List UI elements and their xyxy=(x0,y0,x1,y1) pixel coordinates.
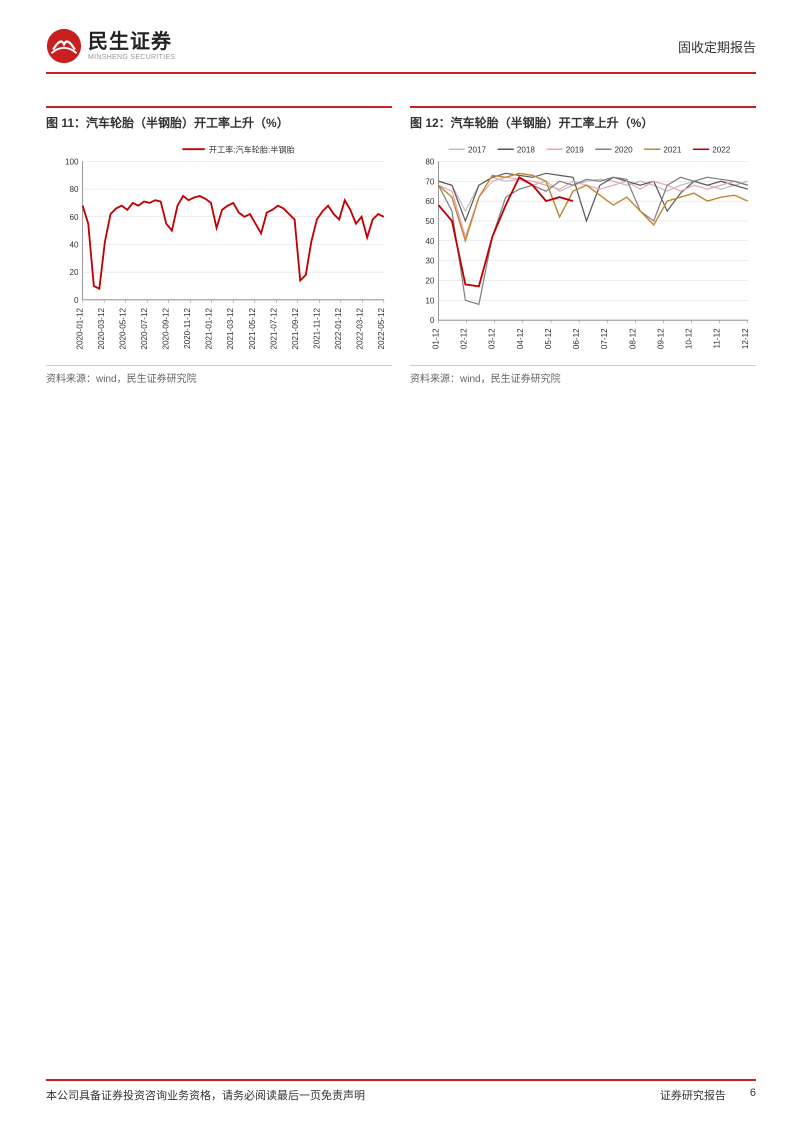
svg-text:10-12: 10-12 xyxy=(685,328,694,349)
svg-text:06-12: 06-12 xyxy=(572,328,581,349)
svg-text:2021: 2021 xyxy=(663,145,682,154)
svg-text:12-12: 12-12 xyxy=(741,328,750,349)
charts-container: 图 11：汽车轮胎（半钢胎）开工率上升（%） 开工率:汽车轮胎:半钢胎 0 20 40… xyxy=(46,106,756,385)
svg-text:80: 80 xyxy=(70,185,80,194)
chart-12-title: 图 12：汽车轮胎（半钢胎）开工率上升（%） xyxy=(410,114,756,131)
svg-text:05-12: 05-12 xyxy=(544,328,553,349)
svg-text:2021-03-12: 2021-03-12 xyxy=(226,307,235,349)
svg-text:100: 100 xyxy=(65,157,79,166)
page-footer: 本公司具备证券投资咨询业务资格，请务必阅读最后一页免责声明 证券研究报告 6 xyxy=(46,1079,756,1103)
svg-text:60: 60 xyxy=(425,197,435,206)
svg-text:02-12: 02-12 xyxy=(460,328,469,349)
chart-11: 图 11：汽车轮胎（半钢胎）开工率上升（%） 开工率:汽车轮胎:半钢胎 0 20 40… xyxy=(46,106,392,385)
svg-text:01-12: 01-12 xyxy=(431,328,440,349)
svg-text:70: 70 xyxy=(425,177,435,186)
svg-text:开工率:汽车轮胎:半钢胎: 开工率:汽车轮胎:半钢胎 xyxy=(209,144,295,154)
svg-text:2022-03-12: 2022-03-12 xyxy=(355,307,364,349)
footer-report-label: 证券研究报告 xyxy=(660,1087,726,1103)
svg-text:0: 0 xyxy=(74,296,79,305)
svg-text:2020-09-12: 2020-09-12 xyxy=(162,307,171,349)
footer-disclaimer: 本公司具备证券投资咨询业务资格，请务必阅读最后一页免责声明 xyxy=(46,1087,365,1103)
svg-text:2020-01-12: 2020-01-12 xyxy=(76,307,85,349)
svg-text:30: 30 xyxy=(425,257,435,266)
svg-text:2021-01-12: 2021-01-12 xyxy=(205,307,214,349)
svg-text:2020: 2020 xyxy=(615,145,634,154)
svg-text:2020-07-12: 2020-07-12 xyxy=(140,307,149,349)
chart-12: 图 12：汽车轮胎（半钢胎）开工率上升（%） 20172018201920202… xyxy=(410,106,756,385)
svg-text:2021-11-12: 2021-11-12 xyxy=(312,307,321,348)
svg-text:2021-09-12: 2021-09-12 xyxy=(291,307,300,349)
chart-11-svg: 开工率:汽车轮胎:半钢胎 0 20 40 60 80 100 2020-01-12 2020-0… xyxy=(46,137,392,361)
svg-text:2017: 2017 xyxy=(468,145,487,154)
svg-text:50: 50 xyxy=(425,217,435,226)
logo-text-cn: 民生证券 xyxy=(88,32,175,52)
svg-text:60: 60 xyxy=(70,213,80,222)
svg-text:09-12: 09-12 xyxy=(656,328,665,349)
page-number: 6 xyxy=(750,1087,756,1103)
chart-12-source: 资料来源：wind，民生证券研究院 xyxy=(410,365,756,385)
svg-text:11-12: 11-12 xyxy=(713,328,722,349)
logo: 民生证券 MINSHENG SECURITIES xyxy=(46,28,175,64)
svg-text:2021-07-12: 2021-07-12 xyxy=(269,307,278,349)
svg-text:08-12: 08-12 xyxy=(628,328,637,349)
svg-text:2022-01-12: 2022-01-12 xyxy=(334,307,343,349)
svg-text:2020-11-12: 2020-11-12 xyxy=(183,307,192,348)
svg-text:10: 10 xyxy=(425,296,435,305)
svg-text:2021-05-12: 2021-05-12 xyxy=(248,307,257,349)
svg-text:03-12: 03-12 xyxy=(488,328,497,349)
chart-12-svg: 2017 2018 2019 2020 2021 2022 0 10 20 30 40 50 60 70 8… xyxy=(410,137,756,361)
svg-text:20: 20 xyxy=(425,277,435,286)
company-logo-icon xyxy=(46,28,82,64)
chart-11-title: 图 11：汽车轮胎（半钢胎）开工率上升（%） xyxy=(46,114,392,131)
svg-text:2018: 2018 xyxy=(517,145,536,154)
svg-text:0: 0 xyxy=(430,316,435,325)
report-type-label: 固收定期报告 xyxy=(678,37,756,56)
svg-text:2020-03-12: 2020-03-12 xyxy=(97,307,106,349)
chart-11-source: 资料来源：wind，民生证券研究院 xyxy=(46,365,392,385)
svg-text:2022-05-12: 2022-05-12 xyxy=(377,307,386,349)
svg-text:2020-05-12: 2020-05-12 xyxy=(119,307,128,349)
svg-text:04-12: 04-12 xyxy=(516,328,525,349)
svg-text:2019: 2019 xyxy=(566,145,585,154)
svg-text:40: 40 xyxy=(70,241,80,250)
svg-text:2022: 2022 xyxy=(712,145,731,154)
svg-text:20: 20 xyxy=(70,268,80,277)
logo-text-en: MINSHENG SECURITIES xyxy=(88,54,175,61)
svg-text:07-12: 07-12 xyxy=(600,328,609,349)
svg-text:80: 80 xyxy=(425,157,435,166)
svg-text:40: 40 xyxy=(425,237,435,246)
page-header: 民生证券 MINSHENG SECURITIES 固收定期报告 xyxy=(46,28,756,74)
